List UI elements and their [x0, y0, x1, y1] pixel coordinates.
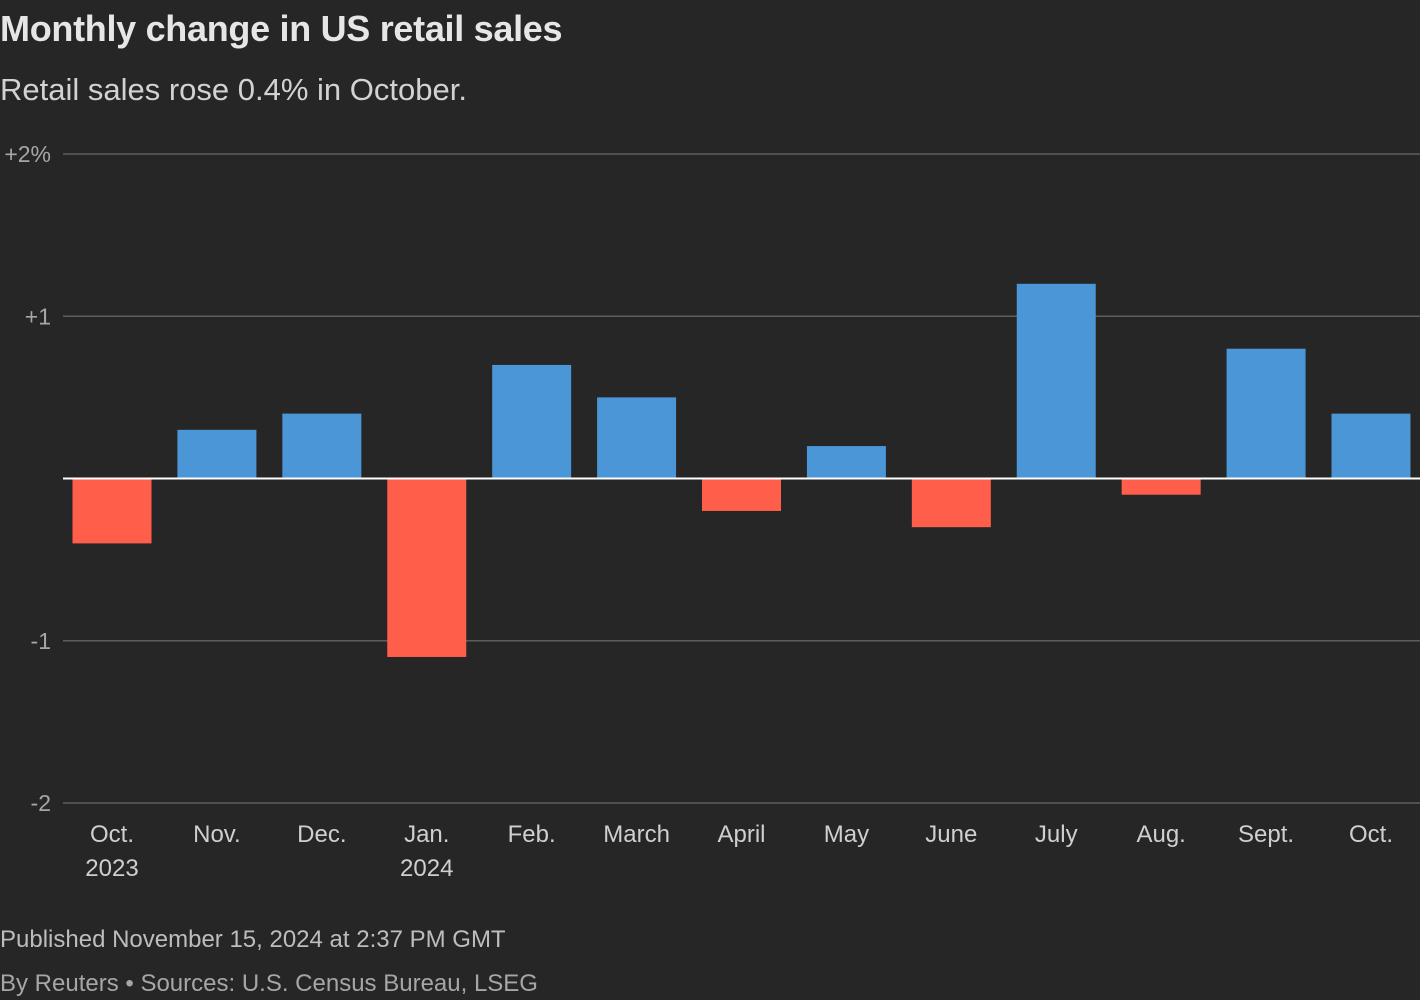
bar: [911, 478, 991, 528]
x-tick-year-label: 2023: [85, 855, 138, 882]
bars: [72, 283, 1411, 657]
y-tick-label: +2%: [4, 141, 51, 167]
x-tick-label: May: [824, 821, 869, 848]
y-tick-label: -1: [31, 628, 51, 654]
published-date: Published November 15, 2024 at 2:37 PM G…: [0, 926, 506, 953]
chart-subtitle: Retail sales rose 0.4% in October.: [0, 72, 467, 107]
bar: [597, 397, 677, 479]
bar: [72, 478, 152, 544]
bar: [282, 413, 362, 479]
bar: [387, 478, 467, 657]
x-tick-label: Sept.: [1238, 821, 1294, 848]
x-tick-label: March: [603, 821, 670, 848]
y-tick-label: -2: [31, 790, 51, 816]
x-tick-label: April: [717, 821, 765, 848]
x-axis-labels: Oct. 2023 Nov. Dec. Jan. 2024 Feb. March April Ma…: [85, 821, 1393, 882]
source-credit: By Reuters • Sources: U.S. Census Bureau…: [0, 970, 538, 997]
bar: [702, 478, 781, 511]
gridlines: [63, 153, 1420, 804]
bar: [806, 446, 886, 479]
y-tick-label: +1: [25, 303, 51, 329]
x-tick-label: Oct.: [90, 821, 134, 848]
x-tick-label: Nov.: [193, 821, 241, 848]
x-tick-label: Dec.: [297, 821, 346, 848]
y-axis-ticks: +2% +1 -1 -2: [4, 141, 51, 816]
x-tick-label: Feb.: [508, 821, 556, 848]
x-tick-year-label: 2024: [400, 855, 453, 882]
x-tick-label: Oct.: [1349, 821, 1393, 848]
chart-title: Monthly change in US retail sales: [0, 8, 563, 49]
x-tick-label: June: [925, 821, 977, 848]
bar: [1226, 348, 1306, 479]
x-tick-label: July: [1035, 821, 1078, 848]
x-tick-label: Aug.: [1136, 821, 1185, 848]
x-tick-label: Jan.: [404, 821, 449, 848]
bar: [1331, 413, 1411, 479]
bar: [492, 364, 572, 479]
bar: [1121, 478, 1201, 495]
bar: [177, 429, 257, 479]
bar: [1016, 283, 1096, 479]
